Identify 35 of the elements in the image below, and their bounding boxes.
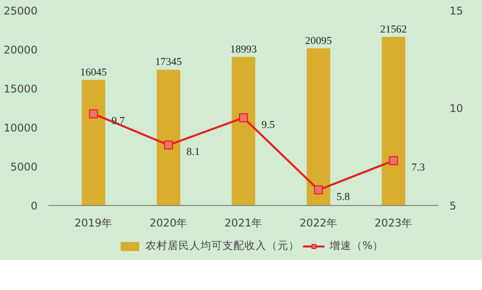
bar (82, 80, 106, 206)
data-label: 18993 (230, 44, 257, 56)
y-tick-label: 25000 (4, 4, 38, 18)
data-label: 21562 (380, 24, 407, 36)
x-tick-label: 2021年 (224, 216, 263, 230)
point (239, 113, 248, 122)
point (389, 156, 398, 166)
bar (156, 70, 180, 206)
data-label: 5.8 (336, 192, 350, 203)
y-tick-label: 20000 (4, 44, 38, 56)
x-tick-label: 2023年 (374, 216, 413, 230)
y-tick-label: 0 (30, 200, 38, 212)
y-tick-label: 5000 (10, 160, 38, 174)
y-tick-label: 15000 (4, 82, 38, 96)
bar (232, 56, 256, 206)
data-label: 8.1 (186, 147, 200, 158)
legend-label: 农村居民人均可支配收入（元） (145, 239, 300, 253)
point (314, 185, 323, 194)
y-tick-label: 10000 (4, 122, 38, 134)
data-label: 20095 (305, 36, 332, 47)
bar (306, 48, 330, 206)
y2-tick-label: 15 (450, 4, 464, 18)
x-tick-label: 2022年 (299, 216, 338, 230)
y2-tick-label: 10 (450, 102, 464, 115)
data-label: 16045 (80, 67, 107, 78)
x-tick-label: 2020年 (149, 216, 188, 230)
y2-tick-label: 5 (450, 200, 456, 212)
data-label: 17345 (155, 57, 182, 68)
data-label: 7.3 (412, 162, 425, 174)
legend-label: 增速（%） (329, 239, 384, 253)
point (164, 140, 173, 150)
x-tick-label: 2019年 (74, 216, 113, 230)
point (89, 109, 98, 118)
bar (382, 36, 406, 206)
data-label: 9.5 (262, 120, 275, 131)
